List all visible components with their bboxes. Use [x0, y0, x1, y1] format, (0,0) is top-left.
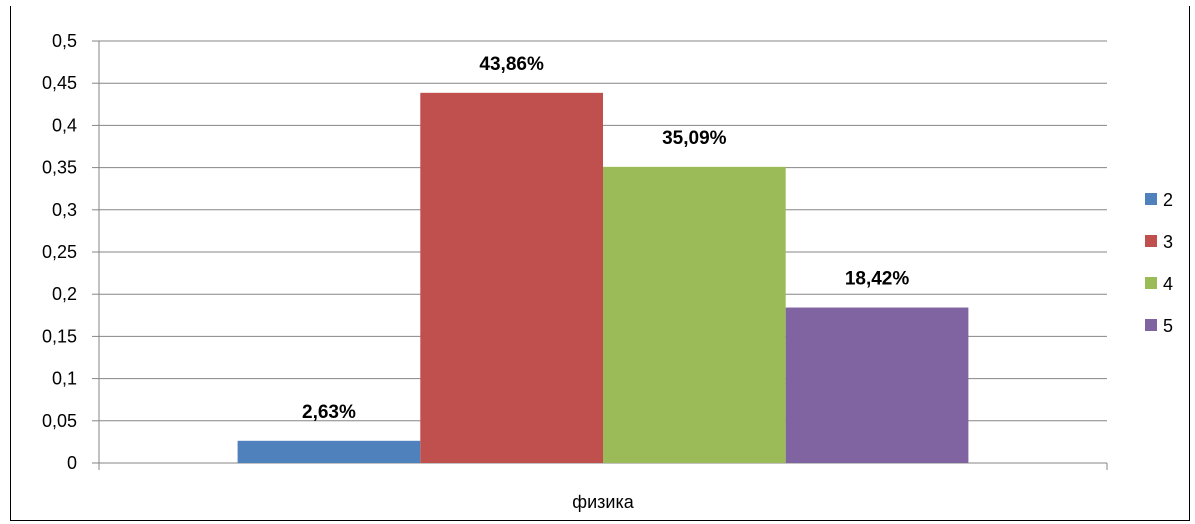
legend-label-4: 4 [1163, 274, 1173, 294]
bar-series-5 [785, 307, 969, 463]
y-tick-label: 0,05 [42, 411, 77, 431]
data-label-series-3: 43,86% [479, 54, 544, 75]
legend-swatch-3 [1145, 235, 1157, 247]
y-tick-label: 0,1 [52, 369, 77, 389]
y-tick-label: 0,4 [52, 115, 77, 135]
bar-series-3 [420, 92, 603, 464]
legend-label-2: 2 [1163, 190, 1173, 210]
y-tick-label: 0,15 [42, 326, 77, 346]
bar-series-4 [603, 166, 786, 463]
y-tick-label: 0 [67, 453, 77, 473]
y-tick-label: 0,2 [52, 284, 77, 304]
y-tick-label: 0,5 [52, 31, 77, 51]
legend-label-5: 5 [1163, 316, 1173, 336]
legend-label-3: 3 [1163, 232, 1173, 252]
legend-swatch-2 [1145, 193, 1157, 205]
x-category-label: физика [572, 492, 634, 512]
y-tick-label: 0,35 [42, 158, 77, 178]
data-label-series-4: 35,09% [662, 128, 727, 149]
data-label-series-2: 2,63% [302, 402, 356, 423]
legend-swatch-4 [1145, 277, 1157, 289]
y-tick-label: 0,25 [42, 242, 77, 262]
bar-series-2 [237, 440, 421, 463]
legend-swatch-5 [1145, 319, 1157, 331]
y-tick-label: 0,3 [52, 200, 77, 220]
chart-frame: 0 0,05 0,1 0,15 0,2 0,25 0,3 0,35 0,4 0,45 0,5 2,63… [10, 6, 1190, 521]
bar-chart: 0 0,05 0,1 0,15 0,2 0,25 0,3 0,35 0,4 0,45 0,5 2,63… [42, 31, 1173, 512]
y-tick-label: 0,45 [42, 73, 77, 93]
data-label-series-5: 18,42% [845, 269, 910, 290]
